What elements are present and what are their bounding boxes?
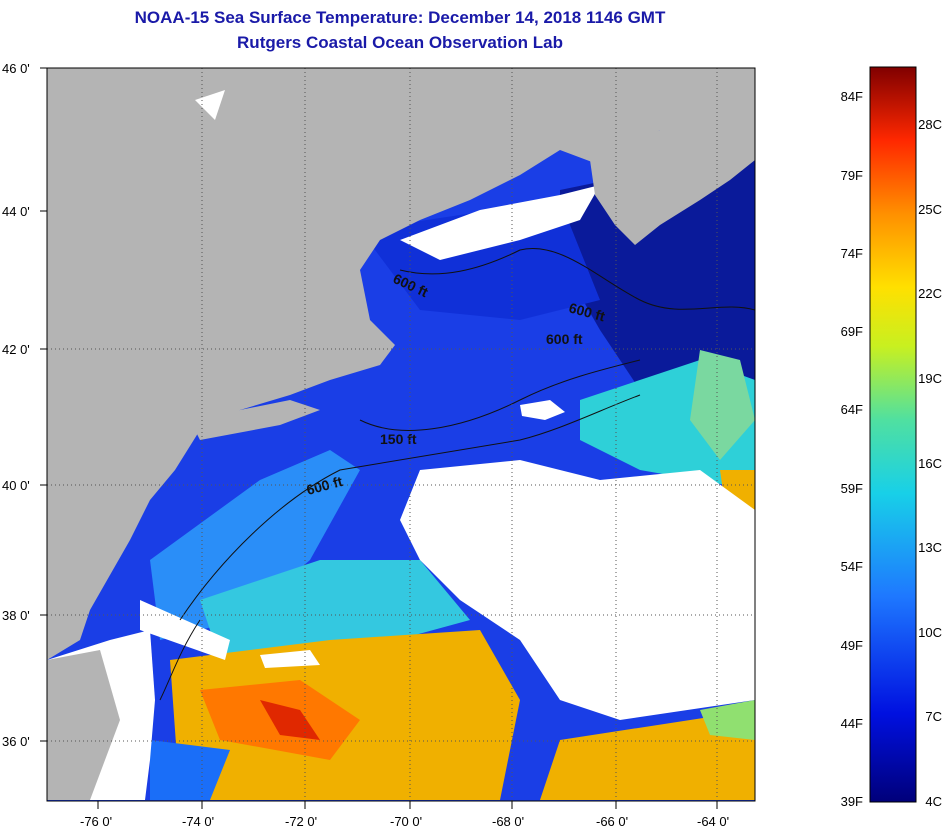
contour-label: 600 ft [546,331,583,347]
colorbar-c-label: 16C [918,456,942,471]
lon-label: -68 0' [492,814,524,829]
depth-contours [159,248,755,701]
lat-label: 42 0' [2,342,30,357]
colorbar: 84F 79F 74F 69F 64F 59F 54F 49F 44F 39F … [841,66,942,809]
colorbar-f-label: 69F [841,324,863,339]
latitude-labels: 46 0' 44 0' 42 0' 40 0' 38 0' 36 0' [2,61,30,749]
contour-coastal [159,619,201,701]
cloud-patch [520,400,565,420]
sst-imagery [47,68,755,801]
colorbar-f-label: 74F [841,246,863,261]
lake [195,90,225,120]
land-virginia [47,650,120,800]
land-nova-scotia [590,110,755,245]
cloud-cover-main [400,460,755,720]
colorbar-f-label: 64F [841,402,863,417]
colorbar-c-label: 22C [918,286,942,301]
colorbar-f-label: 79F [841,168,863,183]
lat-label: 36 0' [2,734,30,749]
lon-label: -64 0' [697,814,729,829]
colorbar-c-label: 25C [918,202,942,217]
lon-label: -74 0' [182,814,214,829]
colorbar-c-label: 10C [918,625,942,640]
lon-label: -66 0' [596,814,628,829]
colorbar-c-label: 13C [918,540,942,555]
lat-label: 44 0' [2,204,30,219]
colorbar-celsius-labels: 28C 25C 22C 19C 16C 13C 10C 7C 4C [918,117,942,809]
lat-label: 46 0' [2,61,30,76]
map-frame [46,67,756,802]
map-subtitle: Rutgers Coastal Ocean Observation Lab [237,33,563,52]
colorbar-f-label: 59F [841,481,863,496]
lon-label: -76 0' [80,814,112,829]
shelf-slope-filament [690,350,755,460]
hot-spot [260,700,320,740]
cloud-cover-north [400,185,600,260]
colorbar-c-label: 28C [918,117,942,132]
longitude-labels: -76 0' -74 0' -72 0' -70 0' -68 0' -66 0… [80,814,729,829]
cloud-streak-2 [260,650,320,668]
slope-water [200,560,470,660]
colorbar-f-label: 39F [841,794,863,809]
lat-label: 38 0' [2,608,30,623]
colorbar-fahrenheit-labels: 84F 79F 74F 69F 64F 59F 54F 49F 44F 39F [841,89,863,809]
colorbar-f-label: 54F [841,559,863,574]
lon-label: -70 0' [390,814,422,829]
land-mainland [47,68,755,660]
colorbar-f-label: 84F [841,89,863,104]
southeast-green [700,700,755,740]
tick-marks [40,67,718,809]
colorbar-c-label: 4C [925,794,942,809]
map-title: NOAA-15 Sea Surface Temperature: Decembe… [134,8,666,27]
colorbar-c-label: 19C [918,371,942,386]
lat-label: 40 0' [2,478,30,493]
contour-150 [359,359,641,431]
colorbar-f-label: 49F [841,638,863,653]
colorbar-f-label: 44F [841,716,863,731]
lon-label: -72 0' [285,814,317,829]
cloud-streak [140,600,230,660]
warm-southeast [540,710,755,800]
contour-600-north [399,248,755,311]
colorbar-gradient [869,66,917,803]
colorbar-c-label: 7C [925,709,942,724]
land-long-island [190,400,320,440]
contour-600-south [179,394,641,621]
contour-label: 150 ft [380,431,417,447]
south-cool-patch [150,740,230,800]
